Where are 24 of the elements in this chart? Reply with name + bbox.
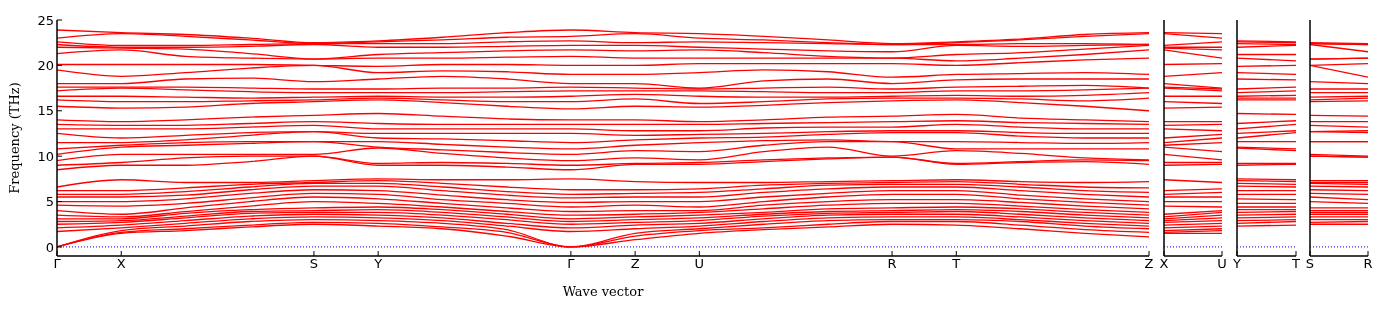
y-axis-title: Frequency (THz) xyxy=(6,82,22,194)
x-tick-label: Γ xyxy=(53,256,62,272)
x-tick-label: Z xyxy=(630,256,640,272)
x-tick-label: R xyxy=(887,256,897,272)
x-axis-title: Wave vector xyxy=(562,284,645,299)
x-tick-label: S xyxy=(309,256,319,272)
x-tick-label: X xyxy=(1159,256,1169,272)
x-tick-label: T xyxy=(1291,256,1301,272)
y-tick-label: 0 xyxy=(45,239,54,255)
y-tick-label: 10 xyxy=(37,148,54,164)
x-tick-label: R xyxy=(1363,256,1373,272)
x-tick-label: U xyxy=(694,256,705,272)
x-tick-label: Γ xyxy=(567,256,576,272)
y-tick-label: 5 xyxy=(45,194,54,210)
x-tick-label: Y xyxy=(373,256,383,272)
y-tick-label: 15 xyxy=(37,103,54,119)
y-tick-label: 20 xyxy=(37,58,54,73)
y-tick-label: 25 xyxy=(37,12,54,28)
x-tick-label: U xyxy=(1217,256,1227,272)
x-tick-label: Y xyxy=(1232,256,1242,272)
x-tick-label: X xyxy=(116,256,126,272)
x-tick-label: T xyxy=(951,256,961,272)
x-tick-label: S xyxy=(1305,256,1315,272)
x-tick-label: Z xyxy=(1144,256,1154,272)
